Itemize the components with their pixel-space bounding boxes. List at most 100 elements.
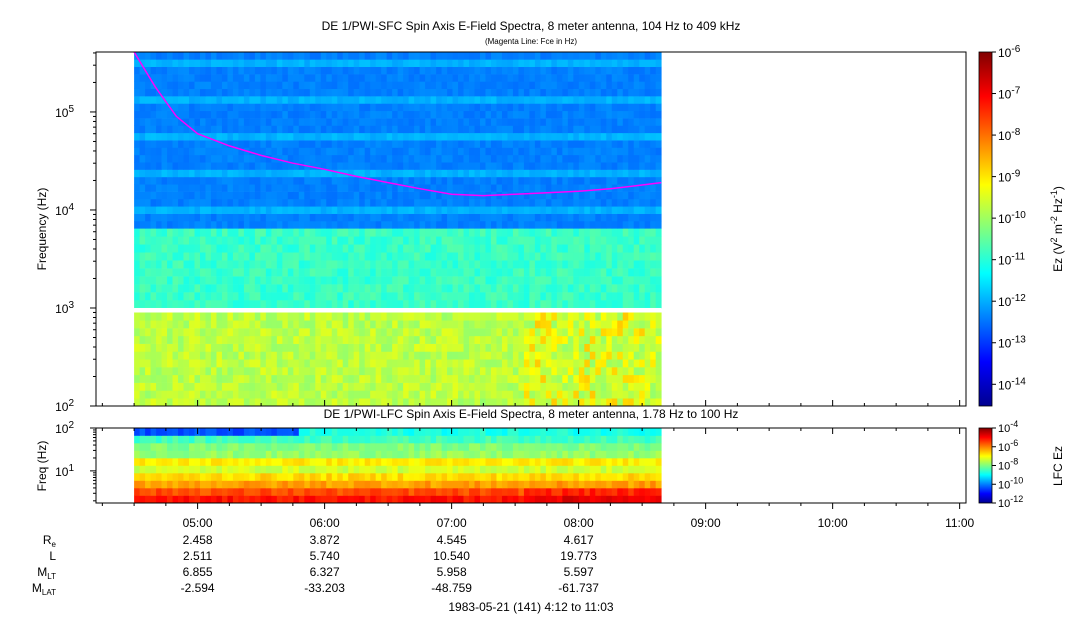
sfc-cell xyxy=(622,236,629,245)
sfc-cell xyxy=(331,96,338,104)
sfc-cell xyxy=(199,198,206,207)
sfc-cell xyxy=(145,374,151,383)
sfc-cell xyxy=(595,213,602,222)
sfc-cell xyxy=(194,191,201,200)
sfc-cell xyxy=(458,398,464,406)
sfc-cell xyxy=(622,132,629,141)
sfc-cell xyxy=(392,132,399,141)
lfc-cell xyxy=(139,488,146,496)
sfc-cell xyxy=(370,66,377,75)
sfc-cell xyxy=(178,162,184,170)
sfc-cell xyxy=(567,228,574,237)
sfc-cell xyxy=(315,154,322,163)
lfc-cell xyxy=(353,488,360,496)
sfc-cell xyxy=(298,52,305,60)
sfc-cell xyxy=(573,154,580,163)
sfc-cell xyxy=(595,374,602,383)
lfc-cell xyxy=(221,473,228,481)
sfc-cell xyxy=(534,335,541,344)
sfc-colorbar-tick-label: 10-10 xyxy=(998,210,1026,226)
lfc-cell xyxy=(161,488,168,496)
sfc-cell xyxy=(633,343,640,352)
sfc-cell xyxy=(441,118,448,126)
sfc-cell xyxy=(480,140,486,148)
sfc-cell xyxy=(331,284,338,293)
sfc-cell xyxy=(408,359,415,368)
sfc-cell xyxy=(644,162,651,170)
sfc-cell xyxy=(370,52,377,60)
sfc-cell xyxy=(167,59,173,67)
sfc-cell xyxy=(227,320,234,329)
sfc-cell xyxy=(156,276,162,285)
sfc-cell xyxy=(134,252,140,261)
sfc-cell xyxy=(381,81,388,90)
sfc-cell xyxy=(633,268,640,277)
sfc-cell xyxy=(551,66,558,75)
sfc-cell xyxy=(150,176,157,185)
sfc-cell xyxy=(628,176,635,185)
sfc-cell xyxy=(271,284,278,293)
sfc-cell xyxy=(282,169,289,178)
sfc-cell xyxy=(589,220,596,229)
sfc-cell xyxy=(194,284,201,293)
sfc-cell xyxy=(254,191,261,200)
sfc-cell xyxy=(447,132,453,141)
lfc-cell xyxy=(419,495,426,503)
sfc-cell xyxy=(232,300,239,309)
sfc-cell xyxy=(589,312,596,321)
sfc-cell xyxy=(172,268,179,277)
sfc-cell xyxy=(337,198,344,207)
sfc-cell xyxy=(403,154,410,163)
sfc-cell xyxy=(600,213,607,222)
sfc-cell xyxy=(419,147,426,156)
sfc-cell xyxy=(617,367,624,376)
sfc-cell xyxy=(315,118,322,126)
sfc-cell xyxy=(545,66,552,75)
sfc-cell xyxy=(584,382,591,391)
sfc-cell xyxy=(458,220,464,229)
sfc-cell xyxy=(145,110,151,119)
sfc-cell xyxy=(463,118,470,126)
sfc-cell xyxy=(518,140,525,148)
sfc-cell xyxy=(392,206,399,214)
sfc-cell xyxy=(518,276,525,285)
sfc-cell xyxy=(370,335,377,344)
sfc-cell xyxy=(419,74,426,82)
sfc-cell xyxy=(260,351,267,360)
sfc-cell xyxy=(293,276,300,285)
sfc-cell xyxy=(139,140,146,148)
sfc-cell xyxy=(485,382,492,391)
sfc-cell xyxy=(375,88,382,97)
sfc-cell xyxy=(227,88,234,97)
sfc-cell xyxy=(161,66,168,75)
sfc-cell xyxy=(534,292,541,301)
lfc-cell xyxy=(359,488,366,496)
sfc-cell xyxy=(282,213,289,222)
sfc-cell xyxy=(551,252,558,261)
sfc-cell xyxy=(205,398,212,406)
sfc-cell xyxy=(392,66,399,75)
sfc-cell xyxy=(353,154,360,163)
sfc-cell xyxy=(430,66,437,75)
sfc-cell xyxy=(600,382,607,391)
sfc-cell xyxy=(375,284,382,293)
sfc-cell xyxy=(540,374,547,383)
sfc-cell xyxy=(150,335,157,344)
sfc-cell xyxy=(490,312,497,321)
sfc-cell xyxy=(501,147,508,156)
sfc-cell xyxy=(606,292,613,301)
sfc-cell xyxy=(633,81,640,90)
sfc-cell xyxy=(485,206,492,214)
sfc-cell xyxy=(238,398,245,406)
sfc-cell xyxy=(348,320,355,329)
sfc-cell xyxy=(331,343,338,352)
sfc-cell xyxy=(359,220,366,229)
sfc-cell xyxy=(469,125,475,134)
sfc-cell xyxy=(534,52,541,60)
sfc-cell xyxy=(512,169,519,178)
sfc-cell xyxy=(545,268,552,277)
sfc-cell xyxy=(556,118,563,126)
sfc-cell xyxy=(611,220,618,229)
sfc-cell xyxy=(529,382,536,391)
sfc-cell xyxy=(276,320,283,329)
